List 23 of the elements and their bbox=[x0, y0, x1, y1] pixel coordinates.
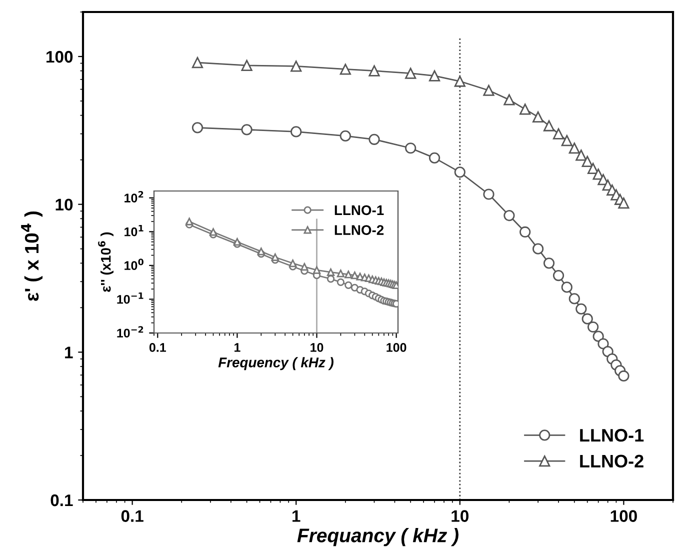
y-tick-label: 10$^{−1}$ bbox=[117, 292, 144, 304]
x-axis-title: Frequency ( kHz ) bbox=[218, 357, 334, 370]
x-tick-label: 10 bbox=[310, 343, 324, 352]
legend-label: LLNO-2 bbox=[580, 454, 644, 468]
x-tick-label: 100 bbox=[610, 510, 637, 522]
y-axis-title: ε' ( x 10$^{4}$ ) bbox=[21, 212, 43, 301]
y-tick-label: 10$^{0}$ bbox=[124, 258, 144, 270]
legend-label: LLNO-1 bbox=[334, 205, 384, 216]
x-axis-title: Frequancy ( kHz ) bbox=[297, 528, 458, 546]
x-tick-label: 10 bbox=[452, 510, 468, 522]
y-axis-title: ε'' (x10$^{6}$ ) bbox=[98, 232, 114, 292]
x-tick-label: 1 bbox=[292, 510, 300, 522]
x-tick-label: 100 bbox=[386, 343, 406, 352]
x-tick-label: 0.1 bbox=[149, 343, 166, 352]
x-tick-label: 1 bbox=[234, 343, 240, 352]
legend-label: LLNO-2 bbox=[334, 225, 384, 235]
y-tick-label: 10$^{−2}$ bbox=[117, 326, 144, 338]
y-tick-label: 10$^{1}$ bbox=[124, 224, 144, 236]
legend-label: LLNO-1 bbox=[580, 428, 644, 442]
y-tick-label: 10 bbox=[56, 198, 73, 211]
y-tick-label: 10$^{2}$ bbox=[124, 191, 144, 202]
y-tick-label: 100 bbox=[46, 50, 73, 63]
y-tick-label: 0.1 bbox=[50, 494, 73, 506]
